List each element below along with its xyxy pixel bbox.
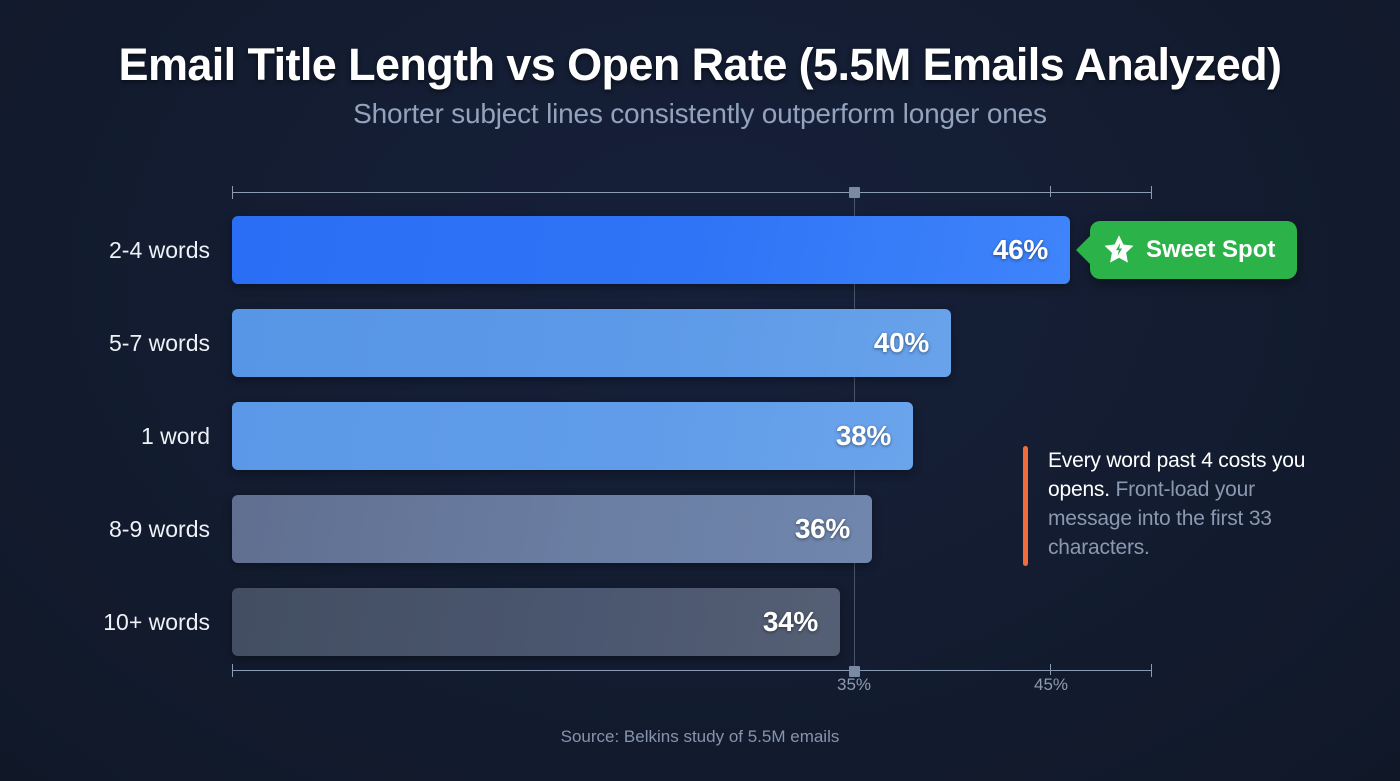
bar-category-label: 5-7 words <box>109 329 210 356</box>
bar-value-label: 40% <box>873 327 929 358</box>
chart-subtitle: Shorter subject lines consistently outpe… <box>353 98 1047 130</box>
axis-cap-bottom-left <box>232 664 233 677</box>
sweet-spot-badge[interactable]: Sweet Spot <box>1090 221 1298 279</box>
bar-value-label: 34% <box>762 606 818 637</box>
plot-area: 35% 45% 2-4 words 46% Sweet Spot <box>103 186 1298 694</box>
bar-category-label: 8-9 words <box>109 515 210 542</box>
category-label-cell: 2-4 words <box>0 216 210 284</box>
axis-line-bottom <box>232 670 1152 671</box>
bar-category-label: 1 word <box>140 422 210 449</box>
category-label-cell: 8-9 words <box>0 495 210 563</box>
star-bolt-icon <box>1102 233 1136 267</box>
callout-body-text: Front-load your message into the first 3… <box>1048 478 1272 559</box>
bar-category-label: 2-4 words <box>109 236 210 263</box>
callout-strong-text: Every word past 4 costs you opens. <box>1048 449 1306 501</box>
tick-marker-35-top <box>849 187 860 198</box>
callout-text: Every word past 4 costs you opens. Front… <box>1048 446 1343 566</box>
bar-1-word[interactable]: 38% <box>232 402 913 470</box>
bar-value-label: 38% <box>835 420 891 451</box>
category-label-cell: 5-7 words <box>0 309 210 377</box>
bar-8-9-words[interactable]: 36% <box>232 495 872 563</box>
axis-cap-bottom-right <box>1151 664 1152 677</box>
axis-cap-top-left <box>232 186 233 199</box>
insight-callout: Every word past 4 costs you opens. Front… <box>1023 446 1343 566</box>
axis-cap-top-right <box>1151 186 1152 199</box>
tick-label-45: 45% <box>1033 675 1069 694</box>
bar-5-7-words[interactable]: 40% <box>232 309 951 377</box>
bar-2-4-words[interactable]: 46% <box>232 216 1070 284</box>
source-note: Source: Belkins study of 5.5M emails <box>560 727 840 746</box>
tick-label-35: 35% <box>836 675 872 694</box>
bar-value-label: 46% <box>992 234 1048 265</box>
chart-header: Email Title Length vs Open Rate (5.5M Em… <box>0 39 1400 130</box>
category-label-cell: 1 word <box>0 402 210 470</box>
tick-marker-45-bottom <box>1050 664 1051 675</box>
tick-marker-35-bottom <box>849 666 860 677</box>
callout-accent-bar <box>1023 446 1028 566</box>
bar-value-label: 36% <box>794 513 850 544</box>
axis-line-top <box>232 192 1152 193</box>
tick-marker-45-top <box>1050 186 1051 197</box>
bar-10-plus-words[interactable]: 34% <box>232 588 840 656</box>
sweet-spot-label: Sweet Spot <box>1146 236 1276 263</box>
category-label-cell: 10+ words <box>0 588 210 656</box>
chart-title: Email Title Length vs Open Rate (5.5M Em… <box>118 39 1283 90</box>
bar-category-label: 10+ words <box>103 608 210 635</box>
